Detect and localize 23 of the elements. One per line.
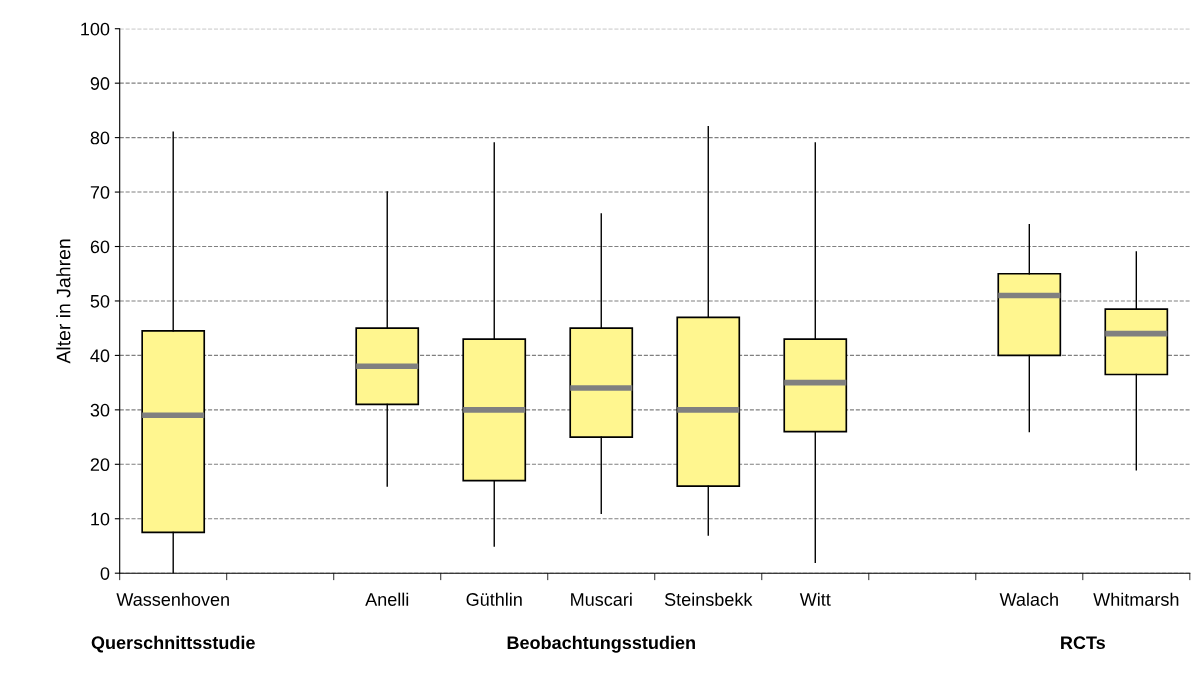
x-tick-label: Güthlin — [466, 592, 522, 606]
x-tick-label: Witt — [799, 592, 831, 606]
y-tick-label: 0 — [100, 567, 110, 580]
x-tick-label: Wassenhoven — [116, 592, 229, 606]
y-tick-label: 90 — [90, 77, 110, 90]
y-tick-label: 10 — [91, 512, 110, 526]
text: Beobachtungsstudien — [507, 635, 695, 653]
x-tick-label: Walach — [999, 592, 1058, 606]
text: Querschnittsstudie — [91, 635, 255, 653]
x-tick-label: Steinsbekk — [664, 592, 753, 606]
y-tick-label: 40 — [90, 349, 110, 363]
y-tick-label: 80 — [90, 131, 110, 145]
x-tick-label: Anelli — [365, 592, 409, 606]
y-tick-label: 50 — [90, 294, 110, 308]
text: RCTs — [1061, 636, 1105, 650]
x-tick-label: Whitmarsh — [1093, 592, 1179, 606]
y-axis-title: Alter in Jahren — [56, 239, 71, 364]
y-tick-label: 20 — [90, 458, 110, 472]
y-tick-label: 60 — [90, 240, 110, 254]
y-tick-label: 70 — [90, 186, 110, 199]
x-tick-label: Muscari — [571, 592, 632, 606]
y-tick-label: 30 — [90, 403, 110, 417]
y-tick-label: 100 — [81, 22, 110, 36]
